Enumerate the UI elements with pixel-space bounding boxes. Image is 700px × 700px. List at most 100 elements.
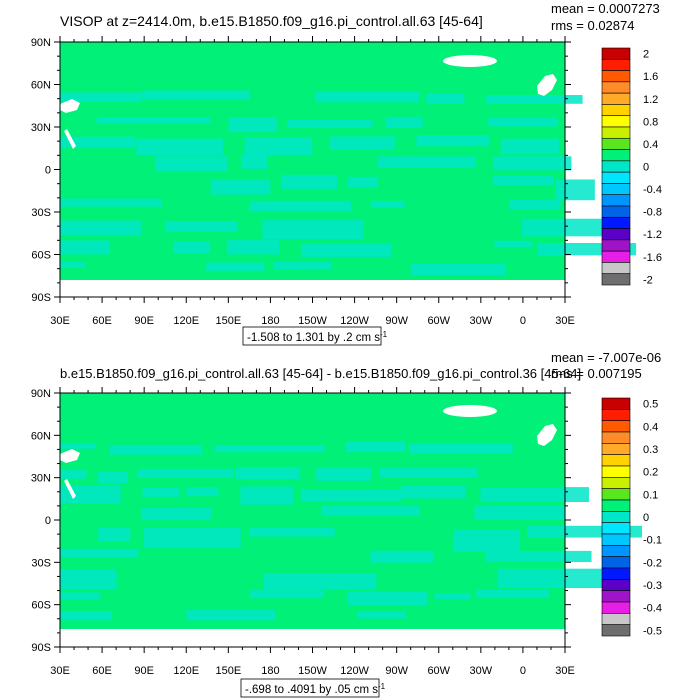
missing-region-arctic <box>443 405 497 417</box>
field-band <box>509 199 561 210</box>
field-band <box>60 469 87 479</box>
lat-axis: 90N 60N 30N 0 30S 60S 90S <box>31 37 571 304</box>
field-band <box>474 505 566 521</box>
field-band <box>410 263 506 276</box>
colorbar-swatch <box>601 533 631 546</box>
colorbar-swatch <box>601 477 631 489</box>
colorbar-label: 0.8 <box>643 116 658 128</box>
colorbar-swatch <box>601 409 631 421</box>
panel-top: VISOP at z=2414.0m, b.e15.B1850.f09_g16.… <box>31 1 662 346</box>
field-band <box>347 591 427 606</box>
field-band <box>485 550 592 563</box>
colorbar-swatch <box>601 70 631 83</box>
colorbar-swatch <box>601 273 631 286</box>
field-band <box>329 136 395 150</box>
field-band <box>250 590 324 599</box>
colorbar: 0.5 0.4 0.3 0.2 0.1 0 -0.1 -0.2 -0.3 -0.4 -0.5 <box>601 397 662 637</box>
field-band <box>142 487 180 497</box>
field-band <box>497 568 607 589</box>
field-band <box>379 468 478 478</box>
colorbar-swatch <box>601 499 631 512</box>
panel-bottom: b.e15.B1850.f09_g16.pi_control.all.63 [4… <box>31 350 662 698</box>
field-band <box>143 527 241 549</box>
lon-tick-label: 30W <box>470 315 493 327</box>
colorbar-label: 0.4 <box>643 421 658 433</box>
lon-tick-label: 150E <box>215 665 241 677</box>
colorbar-label: 2 <box>643 49 649 61</box>
field-band <box>137 468 234 478</box>
colorbar-swatch <box>601 590 631 603</box>
lat-tick-label: 30S <box>31 207 51 219</box>
map-plot: 90N 60N 30N 0 30S 60S 90S 30E 60E 90E 120E 150E 180… <box>31 387 643 677</box>
colorbar-label: -0.3 <box>643 580 662 592</box>
field-band <box>249 527 335 537</box>
missing-region-hudson <box>537 424 557 446</box>
field-band <box>494 240 533 248</box>
field-band <box>226 240 280 255</box>
colorbar-label: -0.1 <box>643 535 662 547</box>
mean-label: mean = -7.007e-06 <box>551 350 661 365</box>
field-band <box>60 262 86 269</box>
field-band <box>345 441 406 453</box>
colorbar-label: -2 <box>643 274 653 286</box>
lat-axis: 90N 60N 30N 0 30S 60S 90S <box>31 388 571 654</box>
field-band <box>97 471 129 484</box>
colorbar-swatch <box>601 250 631 263</box>
field-band <box>409 443 513 454</box>
lon-tick-label: 180 <box>261 665 279 677</box>
range-box: -1.508 to 1.301 by .2 cm s-1 <box>242 326 388 346</box>
missing-region-caspian <box>60 99 80 113</box>
ocean-field <box>60 42 565 282</box>
colorbar-swatch <box>601 171 631 184</box>
colorbar-swatch <box>601 228 631 241</box>
field-band <box>480 487 589 503</box>
colorbar-label: 0 <box>643 162 649 174</box>
field-band <box>60 220 142 236</box>
lon-tick-label: 180 <box>261 315 279 327</box>
colorbar-swatch <box>601 420 631 433</box>
colorbar-label: -0.8 <box>643 207 662 219</box>
field-band <box>228 117 277 133</box>
lon-tick-label: 30E <box>555 665 575 677</box>
lon-tick-label: 90W <box>385 315 408 327</box>
field-band <box>206 262 265 271</box>
field-band <box>476 589 550 599</box>
lat-tick-label: 0 <box>45 165 51 177</box>
colorbar-swatch <box>601 579 631 591</box>
field-band <box>186 609 276 621</box>
field-band <box>60 136 136 148</box>
lat-tick-label: 60N <box>31 430 51 442</box>
lon-tick-label: 120W <box>340 665 369 677</box>
lat-tick-label: 60S <box>31 600 51 612</box>
panel-title: VISOP at z=2414.0m, b.e15.B1850.f09_g16.… <box>60 13 483 29</box>
colorbar-swatch <box>601 160 631 173</box>
field-band <box>377 156 476 168</box>
lat-tick-label: 90S <box>31 642 51 654</box>
field-band <box>486 95 583 104</box>
colorbar-label: 0.1 <box>643 489 658 501</box>
panel-title: b.e15.B1850.f09_g16.pi_control.all.63 [4… <box>60 366 581 381</box>
colorbar-label: -0.4 <box>643 184 662 196</box>
field-band <box>110 444 203 455</box>
lat-tick-label: 60N <box>31 80 51 92</box>
field-bands <box>60 90 637 276</box>
lon-tick-label: 150E <box>215 315 241 327</box>
lon-tick-label: 0 <box>520 315 526 327</box>
mean-label: mean = 0.0007273 <box>551 1 660 16</box>
colorbar-swatch <box>601 443 631 455</box>
field-band <box>434 593 471 600</box>
colorbar: 2 1.6 1.2 0.8 0.4 0 -0.4 -0.8 -1.2 -1.6 -2 <box>601 47 662 286</box>
colorbar-swatch <box>601 613 631 625</box>
lon-axis: 30E 60E 90E 120E 150E 180 150W 120W 90W 60W 30W 0 30… <box>50 36 575 327</box>
lon-tick-label: 90W <box>385 665 408 677</box>
lon-tick-label: 120E <box>173 665 199 677</box>
field-band <box>60 569 117 590</box>
missing-region-caspian <box>60 449 80 463</box>
field-band <box>241 154 268 169</box>
colorbar-label: 0.3 <box>643 444 658 456</box>
field-band <box>287 119 373 128</box>
field-band <box>316 467 371 481</box>
range-label: -.698 to .4091 by .05 cm s-1 <box>245 682 386 696</box>
field-band <box>60 611 112 621</box>
